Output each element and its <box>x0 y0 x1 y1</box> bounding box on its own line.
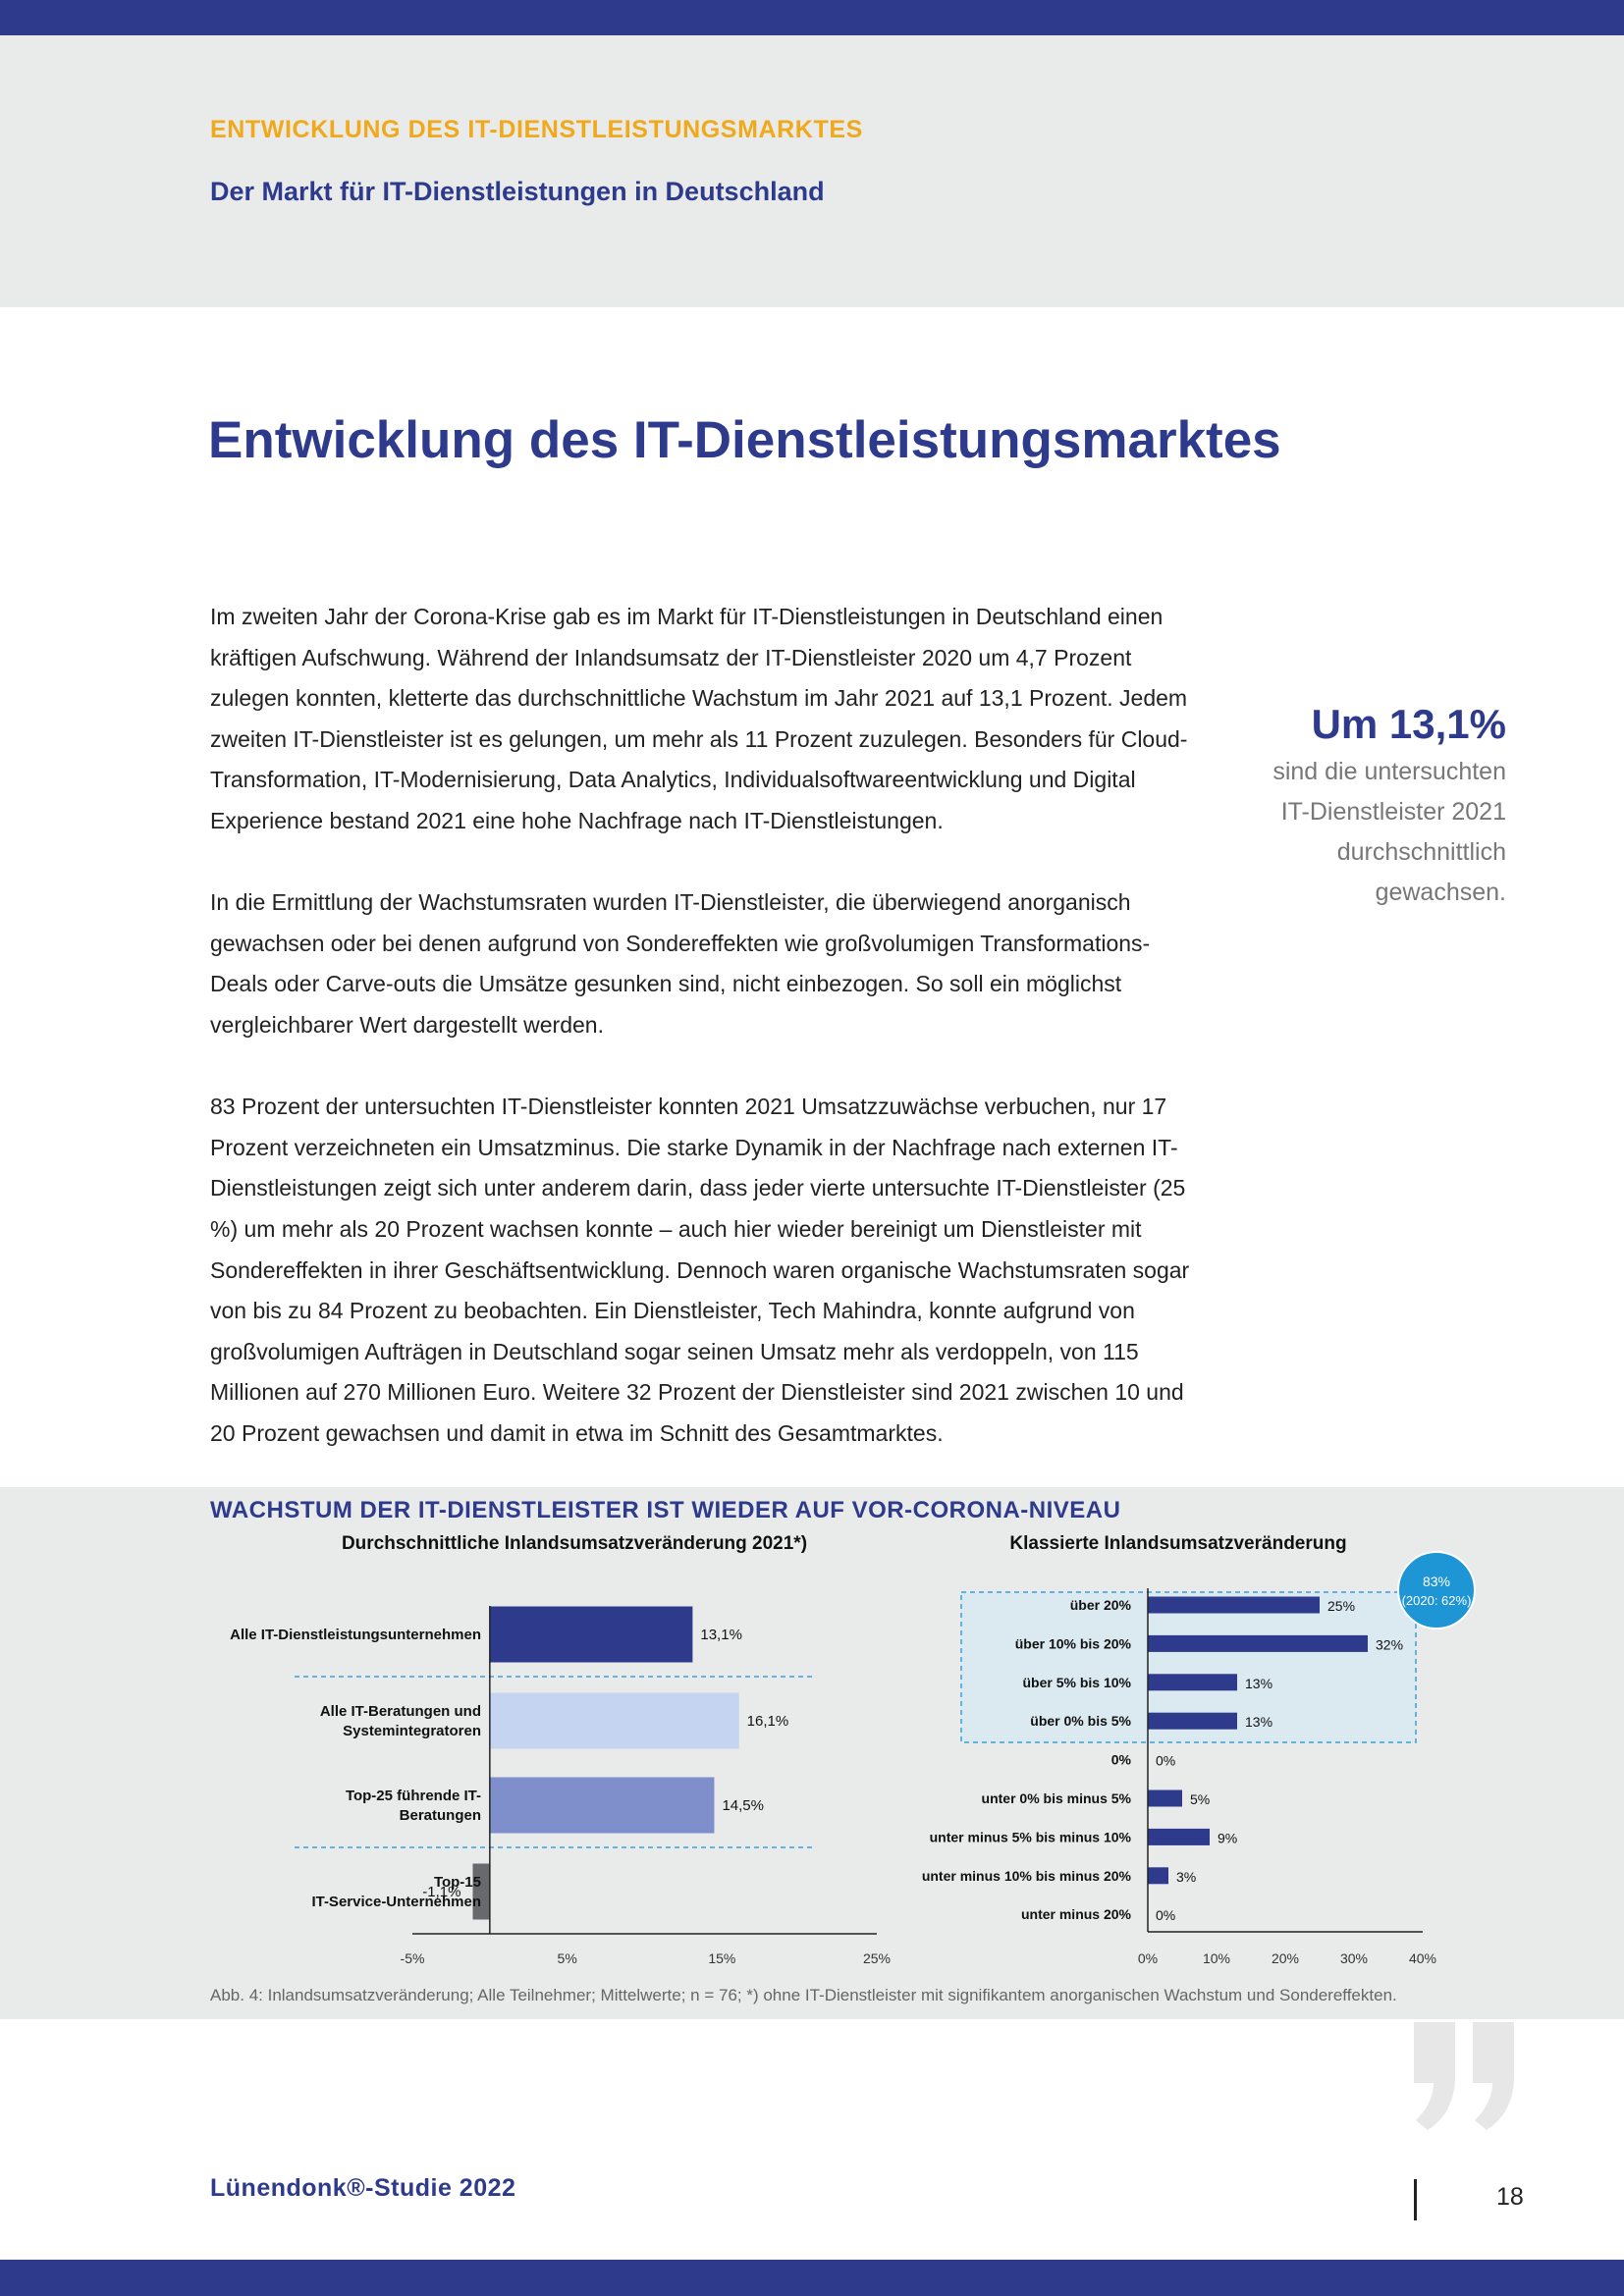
body-paragraph-1: Im zweiten Jahr der Corona-Krise gab es … <box>210 604 1188 833</box>
chart1-bar <box>489 1606 693 1663</box>
chart1-category-label: Alle IT-Dienstleistungsunternehmen <box>230 1627 481 1643</box>
chart2-category-label: über 0% bis 5% <box>1030 1713 1131 1729</box>
page-number: 18 <box>1496 2183 1524 2211</box>
chart2-data-label: 5% <box>1190 1791 1210 1807</box>
chart1-bar <box>489 1777 715 1834</box>
pull-quote-headline: Um 13,1% <box>1311 701 1506 747</box>
pull-quote-line: durchschnittlich <box>1336 838 1506 866</box>
chart2-category-label: unter minus 10% bis minus 20% <box>922 1868 1132 1884</box>
chart2-bar <box>1148 1634 1368 1652</box>
chart2-tick-label: 20% <box>1272 1950 1299 1966</box>
page-title: Entwicklung des IT-Dienstleistungsmarkte… <box>208 411 1281 469</box>
chart2-bar <box>1148 1828 1210 1845</box>
chart2-category-label: unter 0% bis minus 5% <box>982 1790 1132 1806</box>
chart2-title: Klassierte Inlandsumsatzveränderung <box>1009 1533 1346 1554</box>
figure-caption: Abb. 4: Inlandsumsatzveränderung; Alle T… <box>210 1986 1397 2004</box>
pull-quote-line: sind die untersuchten <box>1272 758 1506 785</box>
chart-classified-revenue-change: Klassierte Inlandsumsatzveränderung über … <box>922 1533 1476 1966</box>
chart2-category-label: 0% <box>1111 1752 1132 1768</box>
chart2-tick-label: 40% <box>1409 1950 1436 1966</box>
chart2-tick-label: 30% <box>1340 1950 1368 1966</box>
chart2-data-label: 0% <box>1156 1753 1175 1769</box>
chart1-bar <box>472 1863 490 1920</box>
chart2-bar <box>1148 1596 1320 1614</box>
pull-quote-line: gewachsen. <box>1375 879 1506 906</box>
chart2-badge-note: (2020: 62%) <box>1402 1593 1472 1608</box>
chart2-badge <box>1397 1551 1476 1629</box>
chart2-bar <box>1148 1789 1182 1807</box>
top-accent-bar <box>0 0 1624 35</box>
header-band <box>0 35 1624 307</box>
section-subtitle: Der Markt für IT-Dienstleistungen in Deu… <box>210 177 825 206</box>
chart1-bar <box>489 1692 739 1749</box>
chart1-category-label: Alle IT-Beratungen und Systemintegratoren <box>320 1703 481 1739</box>
chart2-data-label: 13% <box>1245 1714 1272 1730</box>
section-kicker: ENTWICKLUNG DES IT-DIENSTLEISTUNGSMARKTE… <box>210 116 863 143</box>
chart-band <box>0 1487 1624 2019</box>
chart1-data-label: -1,1% <box>422 1884 460 1900</box>
chart2-data-label: 0% <box>1156 1907 1175 1923</box>
chart2-data-label: 3% <box>1176 1869 1196 1885</box>
chart-average-revenue-change: Durchschnittliche Inlandsumsatzveränderu… <box>230 1533 891 1966</box>
chart-section-title: WACHSTUM DER IT-DIENSTLEISTER IST WIEDER… <box>210 1497 1121 1523</box>
footer-brand: Lünendonk®-Studie 2022 <box>210 2174 516 2202</box>
footer-divider <box>1414 2179 1417 2220</box>
chart1-data-label: 13,1% <box>700 1627 742 1643</box>
chart2-category-label: über 10% bis 20% <box>1015 1635 1132 1651</box>
chart1-category-label: Top-15 IT-Service-Unternehmen <box>311 1874 481 1910</box>
quote-mark-icon <box>1414 2022 1514 2130</box>
chart1-data-label: 14,5% <box>722 1797 764 1814</box>
chart2-data-label: 9% <box>1218 1830 1237 1845</box>
body-text: Im zweiten Jahr der Corona-Krise gab es … <box>210 597 1192 1495</box>
chart2-tick-label: 0% <box>1138 1950 1158 1966</box>
chart2-category-label: unter minus 20% <box>1021 1906 1132 1922</box>
chart1-category-label: Top-25 führende IT-Beratungen <box>346 1788 481 1824</box>
chart2-bar <box>1148 1674 1237 1691</box>
chart2-data-label: 13% <box>1245 1676 1272 1691</box>
chart2-bar <box>1148 1712 1237 1730</box>
body-paragraph-2: In die Ermittlung der Wachstumsraten wur… <box>210 889 1151 1038</box>
chart2-category-label: unter minus 5% bis minus 10% <box>930 1829 1132 1844</box>
chart2-tick-label: 10% <box>1203 1950 1230 1966</box>
chart1-data-label: 16,1% <box>747 1713 789 1730</box>
chart1-tick-label: -5% <box>401 1950 425 1966</box>
chart2-bar <box>1148 1867 1168 1885</box>
chart2-data-label: 25% <box>1327 1598 1355 1614</box>
chart2-badge-value: 83% <box>1423 1574 1450 1589</box>
pull-quote: Um 13,1% sind die untersuchten IT-Dienst… <box>1153 697 1506 913</box>
bottom-accent-bar <box>0 2260 1624 2296</box>
pull-quote-line: IT-Dienstleister 2021 <box>1280 798 1506 826</box>
chart1-tick-label: 15% <box>708 1950 735 1966</box>
chart1-tick-label: 25% <box>863 1950 891 1966</box>
body-paragraph-3: 83 Prozent der untersuchten IT-Dienstlei… <box>210 1094 1190 1446</box>
chart2-category-label: über 5% bis 10% <box>1023 1675 1132 1690</box>
chart1-tick-label: 5% <box>558 1950 577 1966</box>
chart1-title: Durchschnittliche Inlandsumsatzveränderu… <box>342 1533 807 1554</box>
chart2-data-label: 32% <box>1376 1636 1403 1652</box>
chart2-category-label: über 20% <box>1070 1597 1132 1613</box>
